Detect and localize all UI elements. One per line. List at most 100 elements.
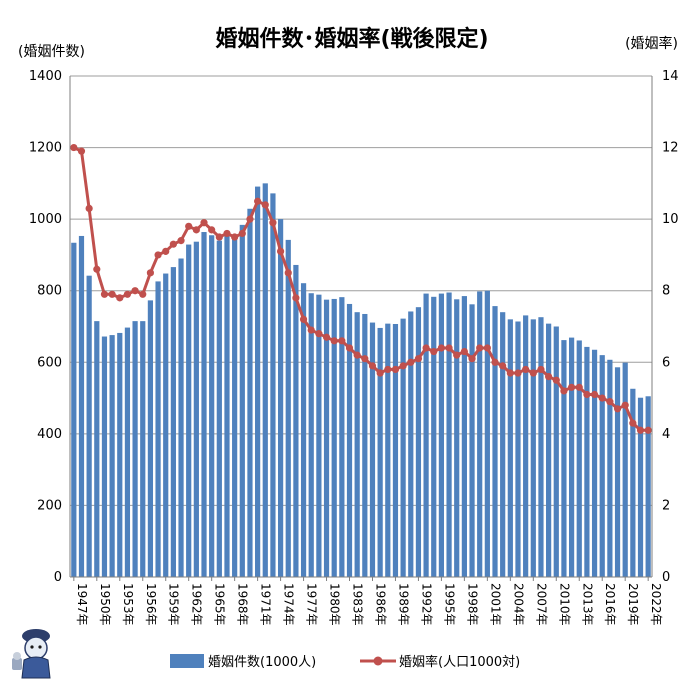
x-tick-label: 1965年 — [213, 583, 227, 626]
legend-line-marker — [373, 656, 383, 666]
bar — [438, 293, 445, 577]
x-tick-label: 2004年 — [511, 583, 525, 626]
bar — [86, 275, 92, 577]
line-point — [644, 426, 652, 434]
bar — [576, 340, 582, 577]
line-point — [299, 315, 308, 323]
bar — [500, 312, 506, 577]
x-tick-label: 1980年 — [328, 583, 342, 626]
bar — [515, 321, 521, 577]
bar — [101, 336, 108, 577]
x-tick-label: 2019年 — [626, 583, 640, 626]
x-tick-label: 1947年 — [75, 583, 89, 626]
x-tick-label: 1953年 — [121, 583, 135, 626]
bar — [385, 323, 391, 577]
line-point — [261, 201, 269, 209]
bar-series — [71, 183, 651, 578]
line-point — [552, 376, 560, 384]
bar — [400, 318, 406, 577]
bar — [523, 315, 529, 577]
line-point — [437, 344, 446, 352]
line-point — [154, 251, 162, 259]
bar — [461, 296, 467, 577]
bar — [446, 292, 452, 577]
bar — [71, 242, 77, 578]
bar — [484, 290, 490, 577]
line-point — [215, 233, 223, 241]
bar — [178, 258, 184, 577]
line-point — [353, 351, 361, 359]
bar — [201, 232, 207, 578]
bar — [553, 326, 559, 577]
bar — [331, 298, 337, 577]
bar — [415, 307, 422, 577]
x-tick-label: 1992年 — [419, 583, 433, 626]
line-point — [269, 219, 277, 227]
line-point — [246, 215, 254, 223]
line-point — [93, 265, 101, 273]
right-tick-label: 0 — [662, 570, 670, 585]
x-tick-label: 2022年 — [649, 583, 663, 626]
line-point — [307, 326, 315, 334]
line-point — [338, 337, 346, 345]
line-point — [537, 365, 545, 374]
bar — [316, 294, 322, 577]
bar — [209, 235, 215, 577]
bar — [78, 235, 85, 577]
x-tick-label: 1986年 — [373, 583, 387, 626]
line-point — [590, 390, 599, 399]
line-point — [85, 204, 93, 213]
left-tick-label: 400 — [37, 427, 62, 442]
line-point — [598, 394, 606, 402]
bar — [163, 273, 169, 577]
bar — [423, 293, 429, 577]
bar — [193, 241, 199, 577]
bar — [530, 319, 536, 577]
line-point — [391, 365, 400, 374]
left-tick-label: 600 — [37, 355, 62, 370]
bar — [224, 235, 230, 577]
legend-bar-label: 婚姻件数(1000人) — [208, 655, 316, 670]
line-point — [575, 383, 583, 391]
bar — [232, 234, 238, 578]
line-series-path — [73, 146, 649, 432]
bar — [607, 359, 613, 577]
x-tick-label: 1989年 — [396, 583, 410, 626]
right-tick-label: 6 — [662, 355, 670, 370]
x-tick-label: 1950年 — [98, 583, 112, 626]
line-point — [123, 290, 132, 298]
line-point — [514, 369, 522, 377]
line-point — [460, 347, 468, 356]
line-point — [453, 351, 461, 359]
bar — [293, 264, 299, 577]
line-point — [545, 373, 553, 381]
bar — [561, 340, 567, 577]
x-tick-label: 1962年 — [190, 583, 204, 626]
line-point — [361, 355, 369, 363]
bar — [300, 283, 307, 577]
x-tick-label: 1983年 — [351, 583, 365, 626]
line-point — [139, 290, 147, 298]
legend-bar-swatch — [170, 654, 204, 668]
bar — [546, 323, 552, 577]
line-point — [606, 398, 614, 406]
bar — [124, 327, 131, 577]
left-axis-unit-label: (婚姻件数) — [18, 44, 85, 60]
bar — [323, 299, 330, 577]
line-point — [613, 405, 622, 413]
right-tick-label: 14 — [662, 69, 679, 84]
bar — [285, 239, 291, 578]
bar — [147, 300, 154, 577]
line-point — [169, 240, 177, 248]
line-point — [162, 247, 170, 255]
line-point — [70, 143, 78, 152]
line-point — [276, 247, 285, 255]
x-tick-label: 2013年 — [580, 583, 594, 626]
x-tick-label: 2007年 — [534, 583, 548, 626]
line-point — [445, 344, 453, 352]
x-tick-label: 2010年 — [557, 583, 571, 626]
line-point — [223, 229, 231, 238]
left-tick-label: 200 — [37, 498, 62, 513]
bar — [216, 240, 222, 577]
